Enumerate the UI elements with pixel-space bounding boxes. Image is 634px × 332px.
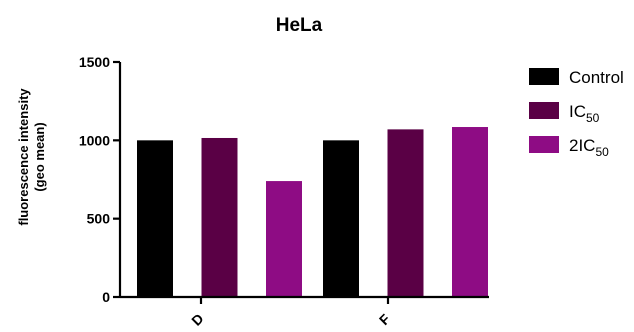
bar-f-ic50 — [387, 129, 424, 297]
legend-swatch-2ic50 — [529, 136, 559, 153]
bar-d-ic50 — [201, 137, 238, 297]
y-axis-label-line-2: (geo mean) — [32, 122, 47, 191]
legend-swatch-control — [529, 68, 559, 85]
bar-f-control — [323, 140, 359, 297]
legend-label-main-ic50: IC — [569, 102, 586, 121]
legend-label-main-2ic50: 2IC — [569, 136, 595, 155]
y-axis: 0 500 1000 1500 — [79, 54, 122, 305]
legend-label-main-control: Control — [569, 68, 624, 87]
legend-label-subscript-ic50: 50 — [586, 111, 600, 125]
legend-label-2ic50: 2IC50 — [569, 136, 609, 159]
x-tick-label-d: D — [188, 310, 206, 327]
y-axis-label-line-1: fluorescence intensity — [16, 88, 31, 226]
y-tick-label-0: 0 — [102, 289, 110, 305]
chart-title: HeLa — [276, 15, 323, 36]
y-axis-label: fluorescence intensity (geo mean) — [16, 88, 47, 226]
y-tick-label-500: 500 — [87, 211, 111, 227]
legend-label-subscript-2ic50: 50 — [595, 145, 609, 159]
bar-d-2ic50 — [266, 181, 302, 297]
bars-layer — [137, 127, 488, 298]
legend-swatch-ic50 — [529, 102, 559, 119]
y-tick-label-1500: 1500 — [79, 54, 110, 70]
legend-label-control: Control — [569, 68, 624, 87]
legend-label-ic50: IC50 — [569, 102, 600, 125]
bar-d-control — [137, 140, 173, 297]
x-tick-label-f: F — [376, 310, 394, 327]
y-tick-label-1000: 1000 — [79, 132, 110, 148]
bar-f-2ic50 — [452, 127, 488, 298]
